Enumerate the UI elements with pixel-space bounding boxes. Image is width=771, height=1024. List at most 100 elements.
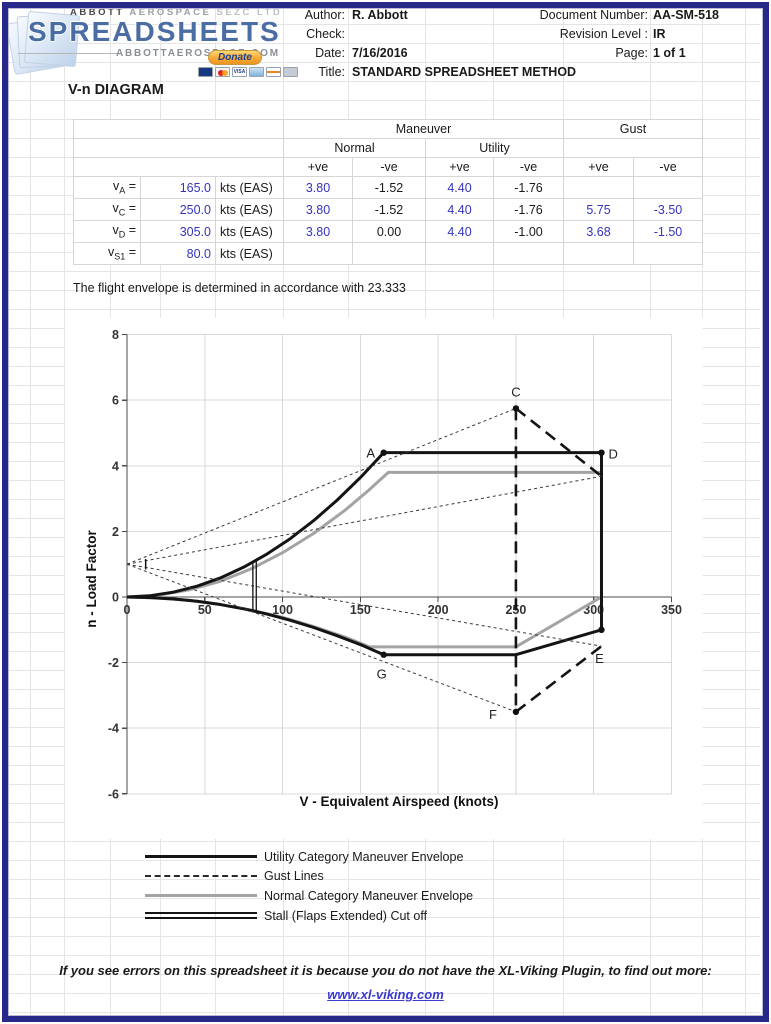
svg-text:150: 150	[350, 603, 371, 617]
title-value: STANDARD SPREADSHEET METHOD	[352, 65, 577, 79]
load-factor-cell[interactable]: 4.40	[425, 198, 494, 221]
visa-icon: VISA	[232, 67, 247, 77]
svg-text:n - Load Factor: n - Load Factor	[84, 530, 99, 628]
payment-card-icons: VISA	[198, 67, 298, 77]
speed-value-cell[interactable]: 80.0	[140, 242, 216, 265]
col-header: +ve	[563, 157, 634, 177]
xl-viking-link[interactable]: www.xl-viking.com	[327, 987, 444, 1002]
svg-text:2: 2	[112, 525, 119, 539]
load-factor-cell[interactable]: -3.50	[633, 198, 703, 221]
svg-text:100: 100	[272, 603, 293, 617]
revision-label: Revision Level :	[559, 27, 648, 41]
load-factor-cell	[563, 176, 634, 199]
legend-line-sample	[145, 894, 257, 898]
load-factor-cell	[425, 242, 494, 265]
load-factor-cell: 0.00	[352, 220, 426, 243]
load-factor-cell	[633, 242, 703, 265]
check-label: Check:	[306, 27, 345, 41]
author-label: Author:	[304, 8, 345, 22]
load-factor-cell	[633, 176, 703, 199]
donate-button[interactable]: Donate	[208, 50, 262, 65]
legend-label: Stall (Flaps Extended) Cut off	[264, 908, 428, 923]
svg-text:A: A	[366, 446, 375, 461]
svg-text:E: E	[595, 651, 604, 666]
svg-text:8: 8	[112, 328, 119, 342]
load-factor-cell[interactable]: 3.80	[283, 198, 353, 221]
legend-line-sample	[145, 912, 257, 920]
table-group-header-row: Maneuver Gust	[73, 119, 703, 139]
card-icon	[283, 67, 298, 77]
title-label: Title:	[318, 65, 345, 79]
page-value: 1 of 1	[653, 46, 686, 60]
legend-label: Normal Category Maneuver Envelope	[264, 888, 474, 903]
speed-value-cell[interactable]: 250.0	[140, 198, 216, 221]
speed-symbol: vA =	[73, 176, 141, 199]
svg-text:C: C	[511, 384, 520, 399]
speed-unit: kts (EAS)	[215, 220, 284, 243]
table-sub-header-row: Normal Utility	[73, 138, 703, 158]
doc-number-value: AA-SM-518	[653, 8, 719, 22]
svg-text:G: G	[377, 667, 387, 682]
doc-number-label: Document Number:	[539, 8, 648, 22]
speed-symbol: vS1 =	[73, 242, 141, 265]
load-factor-cell: -1.76	[493, 176, 564, 199]
footer-warning: If you see errors on this spreadsheet it…	[59, 963, 712, 978]
load-factor-cell: -1.00	[493, 220, 564, 243]
col-header: -ve	[633, 157, 703, 177]
author-value: R. Abbott	[352, 8, 408, 22]
legend-label: Utility Category Maneuver Envelope	[264, 849, 464, 864]
svg-text:6: 6	[112, 394, 119, 408]
speed-table-row: vC = 250.0 kts (EAS) 3.80 -1.52 4.40 -1.76 5.75…	[73, 198, 703, 221]
load-factor-cell: -1.76	[493, 198, 564, 221]
normal-header: Normal	[283, 138, 426, 158]
utility-header: Utility	[425, 138, 564, 158]
speed-table-row: vA = 165.0 kts (EAS) 3.80 -1.52 4.40 -1.76	[73, 176, 703, 199]
logo-brand: SPREADSHEETS	[28, 16, 281, 47]
load-factor-cell	[493, 242, 564, 265]
svg-text:-6: -6	[108, 787, 119, 801]
footer-link-row: www.xl-viking.com	[0, 987, 771, 1002]
legend-item: Utility Category Maneuver Envelope	[145, 847, 473, 867]
col-header: -ve	[493, 157, 564, 177]
svg-text:-2: -2	[108, 656, 119, 670]
card-icon	[198, 67, 213, 77]
speed-symbol: vC =	[73, 198, 141, 221]
svg-text:4: 4	[112, 459, 119, 473]
speed-table: Maneuver Gust Normal Utility +ve -ve +ve…	[73, 119, 703, 265]
speed-table-row: vS1 = 80.0 kts (EAS)	[73, 242, 703, 265]
svg-text:-4: -4	[108, 722, 119, 736]
load-factor-cell[interactable]: 4.40	[425, 176, 494, 199]
vn-diagram-chart: 8 6 4 2 0 -2 -4 -6 0 50 100 150 200 250 300 350 A C D E F G V …	[65, 318, 703, 839]
svg-text:350: 350	[661, 603, 682, 617]
load-factor-cell[interactable]: 4.40	[425, 220, 494, 243]
envelope-note: The flight envelope is determined in acc…	[73, 281, 406, 295]
speed-symbol: vD =	[73, 220, 141, 243]
svg-text:200: 200	[428, 603, 449, 617]
load-factor-cell[interactable]: 3.80	[283, 220, 353, 243]
load-factor-cell	[283, 242, 353, 265]
legend-item: Normal Category Maneuver Envelope	[145, 886, 473, 906]
speed-unit: kts (EAS)	[215, 176, 284, 199]
svg-text:0: 0	[112, 591, 119, 605]
load-factor-cell[interactable]: -1.50	[633, 220, 703, 243]
company-logo: ABBOTT AEROSPACE SEZC LTD SPREADSHEETS A…	[5, 5, 303, 83]
maneuver-header: Maneuver	[283, 119, 564, 139]
load-factor-cell[interactable]: 5.75	[563, 198, 634, 221]
legend-item: Gust Lines	[145, 867, 473, 887]
load-factor-cell	[352, 242, 426, 265]
table-col-header-row: +ve -ve +ve -ve +ve -ve	[73, 157, 703, 177]
col-header: +ve	[283, 157, 353, 177]
speed-value-cell[interactable]: 165.0	[140, 176, 216, 199]
svg-text:D: D	[608, 447, 617, 462]
load-factor-cell[interactable]: 3.68	[563, 220, 634, 243]
page-title: V-n DIAGRAM	[68, 82, 164, 98]
svg-text:0: 0	[124, 603, 131, 617]
svg-text:F: F	[489, 707, 497, 722]
speed-table-row: vD = 305.0 kts (EAS) 3.80 0.00 4.40 -1.00 3.68-…	[73, 220, 703, 243]
speed-value-cell[interactable]: 305.0	[140, 220, 216, 243]
col-header: +ve	[425, 157, 494, 177]
svg-text:50: 50	[198, 603, 212, 617]
load-factor-cell[interactable]: 3.80	[283, 176, 353, 199]
